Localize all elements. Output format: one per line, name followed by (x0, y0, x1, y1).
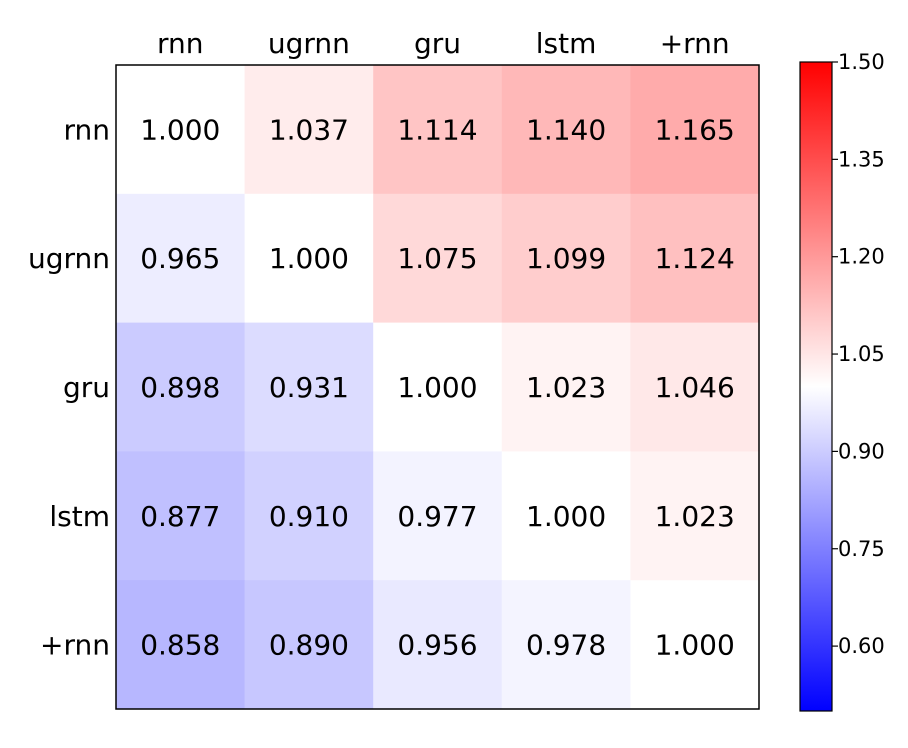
heatmap-cell-0-0 (116, 65, 246, 195)
column-label: ugrnn (268, 27, 350, 60)
colorbar-tick-label: 1.05 (838, 342, 885, 366)
colorbar-tick-label: 0.60 (838, 634, 885, 658)
cell-value-label: 1.114 (397, 113, 477, 146)
heatmap-value-labels: 1.000 1.037 1.114 1.140 1.165 0.965 1.000 1.075… (140, 113, 735, 661)
heatmap-cell-3-0 (116, 451, 246, 581)
heatmap-cell-2-3 (501, 322, 631, 452)
heatmap-cell-3-1 (244, 451, 374, 581)
heatmap-cell-2-1 (244, 322, 374, 452)
heatmap-cell-4-4 (630, 580, 760, 710)
row-tick-labels: rnn ugrnn gru lstm +rnn (28, 113, 110, 661)
heatmap-cell-4-3 (501, 580, 631, 710)
plot-frame (115, 64, 760, 710)
cell-value-label: 1.000 (397, 371, 477, 404)
cell-value-label: 1.000 (655, 629, 735, 662)
heatmap-cell-2-0 (116, 322, 246, 452)
colorbar-tick-label: 1.35 (838, 147, 885, 171)
heatmap-cell-1-2 (373, 193, 503, 324)
cell-value-label: 1.023 (526, 371, 606, 404)
column-label: gru (414, 27, 461, 60)
cell-value-label: 1.000 (526, 500, 606, 533)
heatmap-cell-4-2 (373, 580, 503, 710)
colorbar-tick-label: 1.50 (838, 50, 885, 74)
cell-value-label: 1.124 (655, 242, 735, 275)
row-label: ugrnn (28, 242, 110, 275)
cell-value-label: 0.910 (269, 500, 349, 533)
heatmap-cells (116, 65, 760, 710)
heatmap-cell-2-2 (373, 322, 503, 452)
cell-value-label: 1.075 (397, 242, 477, 275)
cell-value-label: 0.965 (140, 242, 220, 275)
cell-value-label: 1.140 (526, 113, 606, 146)
cell-value-label: 0.931 (269, 371, 349, 404)
heatmap-cell-1-3 (501, 193, 631, 324)
cell-value-label: 1.023 (655, 500, 735, 533)
column-label: +rnn (660, 27, 730, 60)
cell-value-label: 1.046 (655, 371, 735, 404)
colorbar-tick-label: 0.90 (838, 439, 885, 463)
heatmap-cell-1-0 (116, 193, 246, 324)
cell-value-label: 1.000 (269, 242, 349, 275)
heatmap-cell-3-3 (501, 451, 631, 581)
column-label: lstm (536, 27, 597, 60)
cell-value-label: 1.000 (140, 113, 220, 146)
heatmap-cell-0-1 (244, 65, 374, 195)
colorbar-tick-label: 1.20 (838, 245, 885, 269)
heatmap-cell-0-4 (630, 65, 760, 195)
heatmap-cell-1-4 (630, 193, 760, 324)
row-label: +rnn (40, 629, 110, 662)
cell-value-label: 0.877 (140, 500, 220, 533)
cell-value-label: 0.978 (526, 629, 606, 662)
cell-value-label: 1.165 (655, 113, 735, 146)
cell-value-label: 0.890 (269, 629, 349, 662)
colorbar-ticks: 1.50 1.35 1.20 1.05 0.90 0.75 0.60 (832, 50, 885, 658)
column-tick-labels: rnn ugrnn gru lstm +rnn (157, 27, 730, 60)
cell-value-label: 0.956 (397, 629, 477, 662)
colorbar (799, 61, 833, 712)
cell-value-label: 1.099 (526, 242, 606, 275)
row-label: gru (63, 371, 110, 404)
heatmap-cell-0-2 (373, 65, 503, 195)
cell-value-label: 1.037 (269, 113, 349, 146)
heatmap-cell-1-1 (244, 193, 374, 324)
heatmap-cell-3-2 (373, 451, 503, 581)
heatmap-cell-0-3 (501, 65, 631, 195)
heatmap-cell-3-4 (630, 451, 760, 581)
colorbar-tick-label: 0.75 (838, 537, 885, 561)
heatmap-cell-4-1 (244, 580, 374, 710)
heatmap-cell-2-4 (630, 322, 760, 452)
column-label: rnn (157, 27, 204, 60)
row-label: rnn (63, 113, 110, 146)
row-label: lstm (49, 500, 110, 533)
heatmap-cell-4-0 (116, 580, 246, 710)
cell-value-label: 0.858 (140, 629, 220, 662)
cell-value-label: 0.898 (140, 371, 220, 404)
cell-value-label: 0.977 (397, 500, 477, 533)
